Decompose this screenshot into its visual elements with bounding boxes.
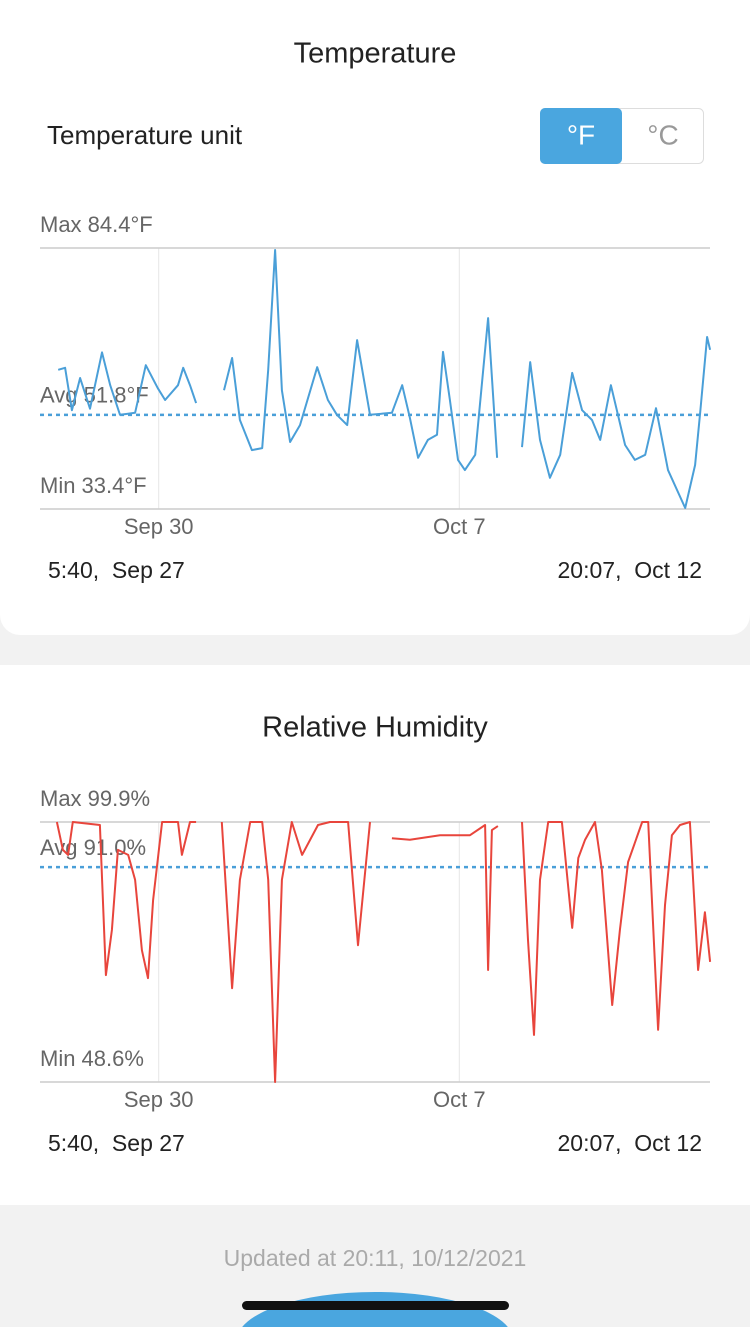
x-tick-label: Oct 7 <box>433 1087 486 1112</box>
reference-label: Max 99.9% <box>40 786 150 811</box>
reference-label: Avg 91.0% <box>40 835 146 860</box>
x-tick-label: Oct 7 <box>433 514 486 539</box>
unit-option[interactable]: °C <box>647 119 678 150</box>
start-label: 5:40, Sep 27 <box>48 1130 185 1156</box>
reference-label: Min 48.6% <box>40 1046 144 1071</box>
reference-label: Min 33.4°F <box>40 473 147 498</box>
temperature-card <box>0 0 750 635</box>
unit-option[interactable]: °F <box>567 119 595 150</box>
reference-label: Max 84.4°F <box>40 212 153 237</box>
chart-title: Temperature <box>294 38 457 70</box>
humidity-card <box>0 665 750 1205</box>
chart-title: Relative Humidity <box>262 712 488 744</box>
data-line <box>55 821 712 1083</box>
end-label: 20:07, Oct 12 <box>558 1130 702 1156</box>
unit-label: Temperature unit <box>47 120 243 150</box>
home-indicator <box>242 1301 509 1310</box>
x-tick-label: Sep 30 <box>124 514 194 539</box>
end-label: 20:07, Oct 12 <box>558 557 702 583</box>
unit-toggle: °F °C <box>540 108 704 164</box>
x-tick-label: Sep 30 <box>124 1087 194 1112</box>
data-line <box>57 249 712 509</box>
updated-text: Updated at 20:11, 10/12/2021 <box>224 1245 527 1271</box>
toggle-selected <box>540 108 622 164</box>
start-label: 5:40, Sep 27 <box>48 557 185 583</box>
